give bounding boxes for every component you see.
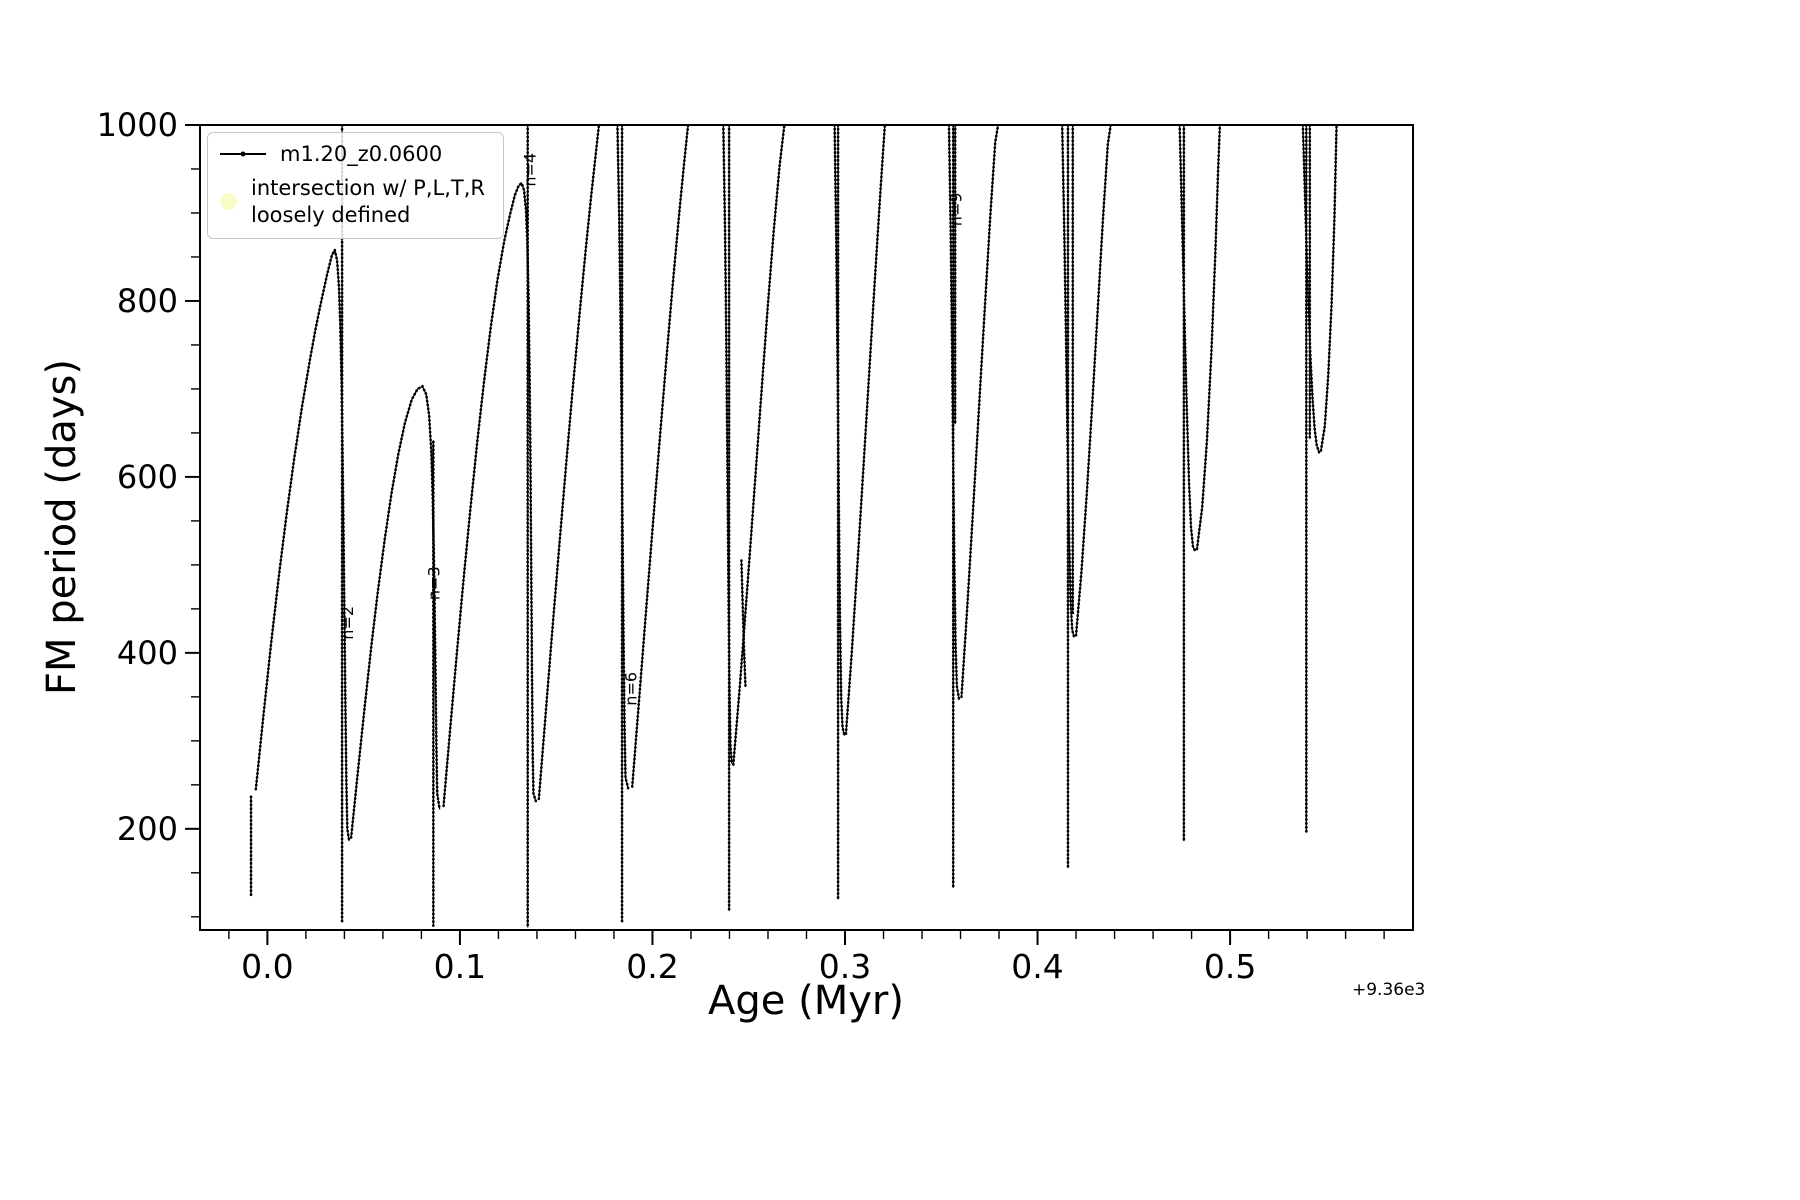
legend-label-intersection: intersection w/ P,L,T,R loosely defined xyxy=(251,175,485,228)
line-marker-icon xyxy=(220,153,266,156)
plot-border xyxy=(199,124,1414,931)
y-axis-title: FM period (days) xyxy=(39,359,85,695)
annotation-label: n=3 xyxy=(425,566,444,600)
curve-segment-markers xyxy=(740,559,747,688)
y-axis-tick-label: 1000 xyxy=(97,106,178,144)
annotation-label: n=6 xyxy=(622,672,641,706)
x-axis-title: Age (Myr) xyxy=(708,978,904,1024)
curve-segment-markers xyxy=(833,125,846,737)
curve-segment xyxy=(1075,125,1112,636)
curve-segment-markers xyxy=(442,180,538,808)
curve-segment-markers xyxy=(254,246,351,843)
x-axis-tick-label: 0.3 xyxy=(819,947,871,986)
annotation-label: n=2 xyxy=(338,606,357,640)
curve-segment xyxy=(442,182,537,807)
curve-segment-markers xyxy=(947,125,961,700)
x-axis-tick-label: 0.4 xyxy=(1011,947,1063,986)
curve-segment-markers xyxy=(349,384,442,839)
y-axis-tick-label: 600 xyxy=(117,458,178,496)
x-axis-tick-label: 0.5 xyxy=(1204,947,1256,986)
legend-label-line2: loosely defined xyxy=(251,202,411,227)
x-axis-tick-label: 0.2 xyxy=(626,947,678,986)
legend-label-line1: intersection w/ P,L,T,R xyxy=(251,176,485,201)
curve-segment-markers xyxy=(1195,125,1222,551)
curve-segment-markers xyxy=(960,125,1000,699)
y-axis-tick-label: 800 xyxy=(117,282,178,320)
series-group xyxy=(249,125,1338,929)
curve-segment-markers xyxy=(732,125,786,766)
curve-segment xyxy=(1196,125,1221,550)
legend: m1.20_z0.0600 intersection w/ P,L,T,R lo… xyxy=(207,132,504,239)
curve-segment-markers xyxy=(722,125,734,766)
curve-segment-markers xyxy=(537,125,601,801)
curve-segment-markers xyxy=(1178,125,1197,553)
curve-segment-markers xyxy=(1074,125,1113,637)
annotation-label: n=9 xyxy=(947,192,966,226)
curve-segment-markers xyxy=(630,125,690,788)
x-axis-tick-label: 0.1 xyxy=(434,947,486,986)
dot-marker-icon xyxy=(220,193,237,210)
x-axis-offset-text: +9.36e3 xyxy=(1352,980,1426,1000)
y-axis-tick-label: 400 xyxy=(117,634,178,672)
curve-segment xyxy=(631,125,689,787)
curve-segment xyxy=(255,248,350,842)
curve-segment xyxy=(350,385,441,838)
y-axis-tick-label: 200 xyxy=(117,810,178,848)
curve-segment-markers xyxy=(844,125,887,736)
annotation-label: n=4 xyxy=(520,153,539,187)
curve-segment-markers xyxy=(1319,125,1338,452)
x-axis-tick-label: 0.0 xyxy=(241,947,293,986)
legend-label-series: m1.20_z0.0600 xyxy=(280,142,443,166)
legend-entry-intersection: intersection w/ P,L,T,R loosely defined xyxy=(220,175,485,228)
legend-entry-series: m1.20_z0.0600 xyxy=(220,141,485,167)
